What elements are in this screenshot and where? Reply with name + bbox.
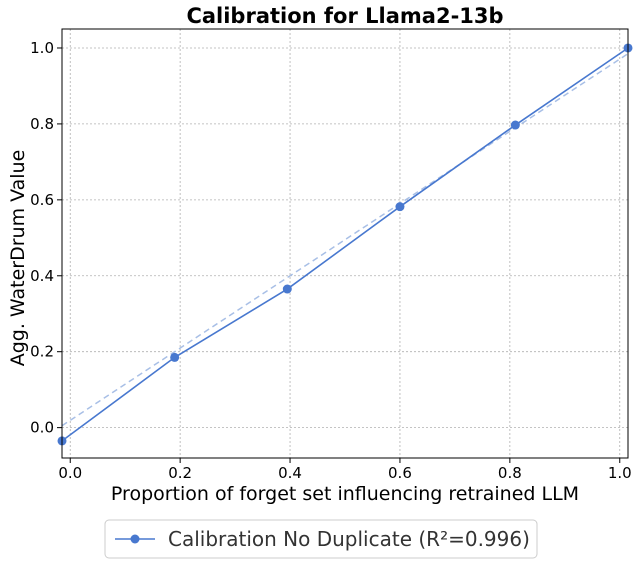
x-tick-label: 1.0: [608, 464, 632, 482]
y-tick-label: 0.4: [30, 267, 54, 285]
grid: [62, 29, 628, 458]
x-tick-label: 0.6: [388, 464, 412, 482]
x-tick-label: 0.4: [278, 464, 302, 482]
y-tick-label: 0.6: [30, 191, 54, 209]
x-axis-label: Proportion of forget set influencing ret…: [111, 483, 579, 505]
legend-dot-marker: [130, 534, 140, 544]
data-point: [170, 352, 180, 362]
reference-dashed-line: [61, 53, 629, 427]
x-tick-label: 0.2: [168, 464, 192, 482]
legend: Calibration No Duplicate (R²=0.996): [104, 519, 538, 559]
y-tick-label: 0.8: [30, 115, 54, 133]
reference-line: [61, 53, 629, 427]
x-tick-label: 0.0: [58, 464, 82, 482]
y-tick-label: 0.2: [30, 343, 54, 361]
x-tick-label: 0.8: [498, 464, 522, 482]
legend-box: [104, 519, 538, 559]
series-line: [61, 47, 629, 442]
y-tick-label: 1.0: [30, 39, 54, 57]
plot-frame: [61, 28, 629, 459]
data-point: [510, 120, 520, 130]
data-point: [395, 202, 405, 212]
y-ticks: 0.0 0.2 0.4 0.6 0.8 1.0: [30, 39, 62, 437]
y-tick-label: 0.0: [30, 419, 54, 437]
x-ticks: 0.0 0.2 0.4 0.6 0.8 1.0: [58, 458, 632, 482]
legend-label: Calibration No Duplicate (R²=0.996): [168, 527, 530, 551]
chart-title: Calibration for Llama2-13b: [186, 4, 503, 28]
series-group: [57, 43, 633, 446]
y-axis-label: Agg. WaterDrum Value: [7, 150, 29, 367]
data-point: [282, 284, 292, 294]
